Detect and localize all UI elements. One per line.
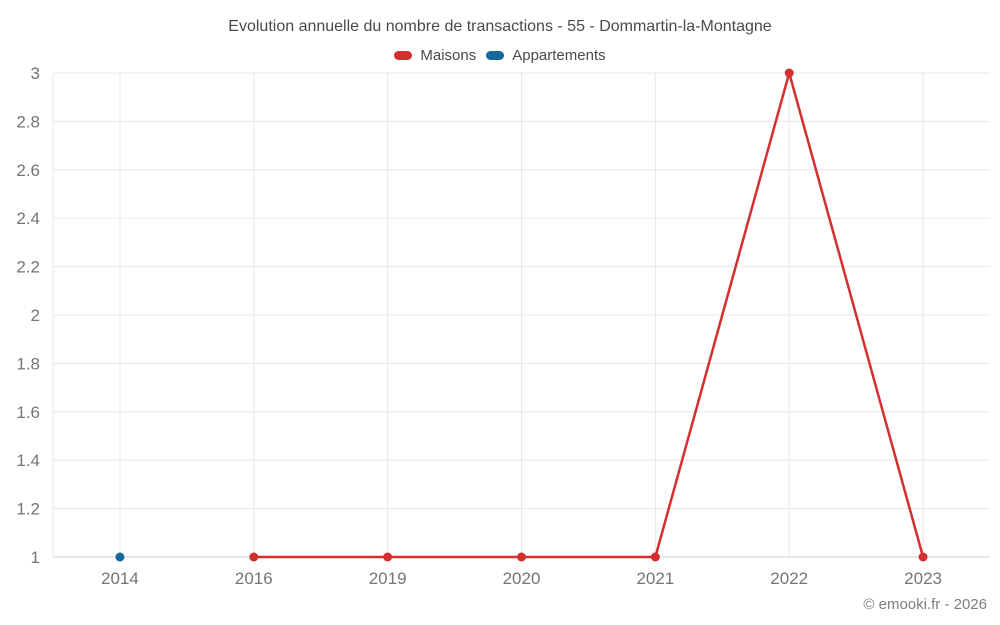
y-tick-label: 1.6	[16, 403, 40, 422]
y-tick-label: 2.6	[16, 161, 40, 180]
y-tick-label: 1.8	[16, 354, 40, 373]
y-tick-label: 1	[31, 548, 40, 567]
x-tick-label: 2021	[636, 569, 674, 588]
series-line-maisons	[252, 71, 925, 559]
copyright-text: © emooki.fr - 2026	[863, 596, 987, 613]
y-tick-label: 2.2	[16, 258, 40, 277]
x-tick-label: 2022	[770, 569, 808, 588]
data-point-maisons-2019[interactable]	[383, 552, 393, 562]
x-tick-label: 2019	[369, 569, 407, 588]
y-tick-label: 2	[31, 306, 40, 325]
y-tick-label: 1.2	[16, 500, 40, 519]
data-point-maisons-2016[interactable]	[249, 552, 259, 562]
x-tick-label: 2016	[235, 569, 273, 588]
legend: Maisons Appartements	[0, 47, 1000, 64]
legend-label-maisons: Maisons	[420, 47, 477, 64]
y-tick-label: 3	[31, 64, 40, 83]
data-point-maisons-2023[interactable]	[918, 552, 928, 562]
legend-item-maisons[interactable]: Maisons	[394, 47, 476, 64]
data-point-maisons-2021[interactable]	[650, 552, 660, 562]
y-tick-label: 1.4	[16, 451, 40, 470]
data-point-maisons-2020[interactable]	[517, 552, 526, 562]
chart-title: Evolution annuelle du nombre de transact…	[228, 18, 772, 35]
legend-label-appartements: Appartements	[512, 47, 606, 64]
legend-swatch-appartements-icon	[486, 51, 505, 60]
y-tick-label: 2.4	[16, 209, 40, 228]
y-tick-label: 2.8	[16, 112, 40, 131]
data-point-appartements-2014[interactable]	[115, 552, 125, 562]
x-tick-label: 2023	[904, 569, 942, 588]
x-tick-label: 2014	[101, 569, 139, 588]
legend-item-appartements[interactable]: Appartements	[486, 47, 606, 64]
data-point-maisons-2022[interactable]	[784, 68, 794, 78]
x-tick-label: 2020	[503, 569, 541, 588]
legend-swatch-maisons-icon	[394, 51, 413, 60]
